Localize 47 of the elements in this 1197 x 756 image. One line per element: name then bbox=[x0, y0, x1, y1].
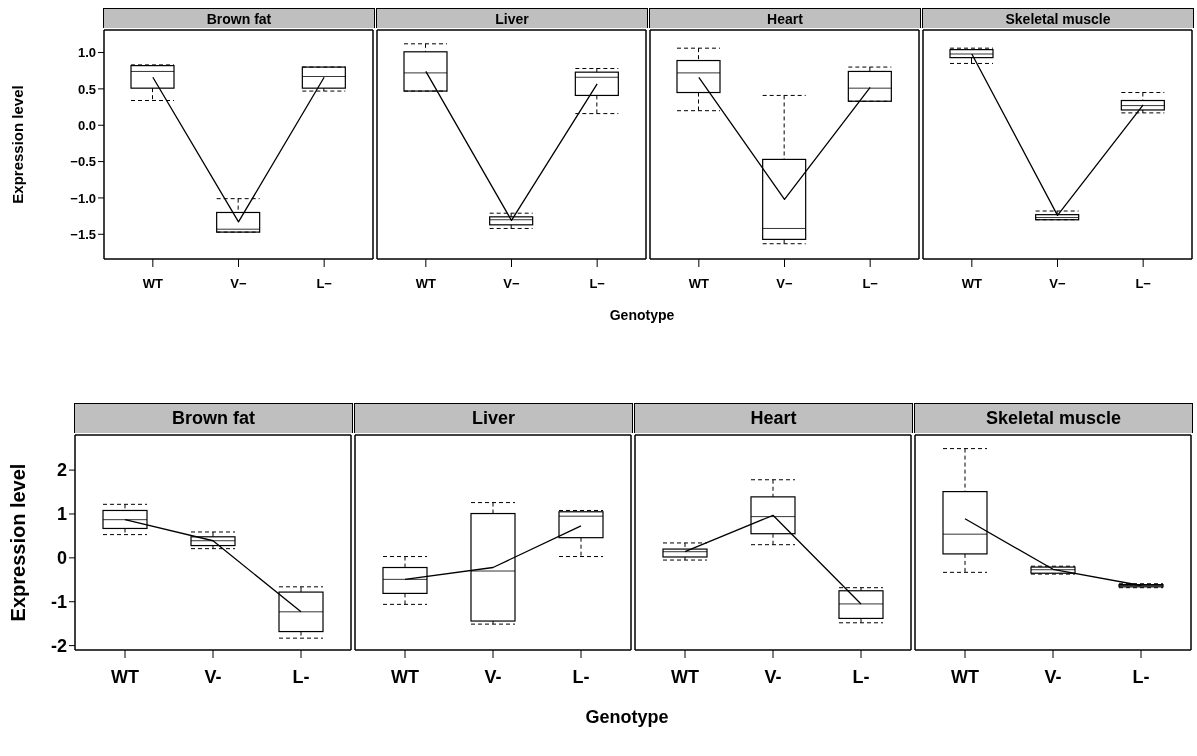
y-tick-label: 1 bbox=[56, 504, 67, 525]
x-tick-label: L- bbox=[572, 666, 590, 687]
x-tick-label: L− bbox=[862, 276, 879, 292]
x-tick-label: L− bbox=[316, 276, 333, 292]
x-tick-label: L- bbox=[1132, 666, 1150, 687]
chart-title: Skeletal muscle bbox=[1005, 10, 1111, 27]
y-axis-title: Expression level bbox=[9, 85, 27, 204]
y-tick-label: -2 bbox=[50, 636, 67, 656]
x-axis-title: Genotype bbox=[584, 707, 670, 728]
y-tick-label: 1.0 bbox=[77, 45, 96, 61]
y-tick-label: −0.5 bbox=[70, 154, 96, 170]
x-tick-label: L− bbox=[589, 276, 606, 292]
x-tick-label: L- bbox=[852, 666, 870, 687]
x-tick-label: V- bbox=[1044, 666, 1062, 687]
x-tick-label: V− bbox=[230, 276, 248, 292]
x-tick-label: WT bbox=[142, 276, 163, 292]
chart-title: Skeletal muscle bbox=[985, 408, 1122, 429]
chart-title: Brown fat bbox=[206, 10, 272, 27]
x-tick-label: WT bbox=[391, 666, 419, 687]
x-tick-label: WT bbox=[961, 276, 982, 292]
x-tick-label: WT bbox=[951, 666, 979, 687]
y-tick-label: 0.5 bbox=[77, 81, 96, 97]
x-tick-label: L− bbox=[1135, 276, 1152, 292]
y-tick-label: 0 bbox=[56, 548, 67, 569]
chart-title: Brown fat bbox=[172, 408, 255, 429]
x-tick-label: V− bbox=[503, 276, 521, 292]
y-tick-label: 2 bbox=[56, 460, 67, 481]
x-tick-label: V- bbox=[204, 666, 222, 687]
x-tick-label: WT bbox=[111, 666, 139, 687]
y-tick-label: 0.0 bbox=[77, 117, 96, 133]
x-tick-label: WT bbox=[688, 276, 709, 292]
x-tick-label: WT bbox=[415, 276, 436, 292]
chart-title: Heart bbox=[750, 408, 797, 429]
chart-title: Heart bbox=[767, 10, 803, 27]
x-tick-label: WT bbox=[671, 666, 699, 687]
x-tick-label: V- bbox=[764, 666, 782, 687]
x-tick-label: V− bbox=[1049, 276, 1067, 292]
y-tick-label: -1 bbox=[50, 592, 67, 613]
y-tick-label: −1.5 bbox=[70, 226, 96, 242]
x-axis-title: Genotype bbox=[608, 307, 676, 323]
x-tick-label: V- bbox=[484, 666, 502, 687]
y-axis-title: Expression level bbox=[7, 463, 30, 622]
x-tick-label: V− bbox=[776, 276, 794, 292]
x-tick-label: L- bbox=[292, 666, 310, 687]
y-tick-label: −1.0 bbox=[70, 190, 96, 206]
chart-title: Liver bbox=[471, 408, 516, 429]
chart-title: Liver bbox=[495, 10, 529, 27]
